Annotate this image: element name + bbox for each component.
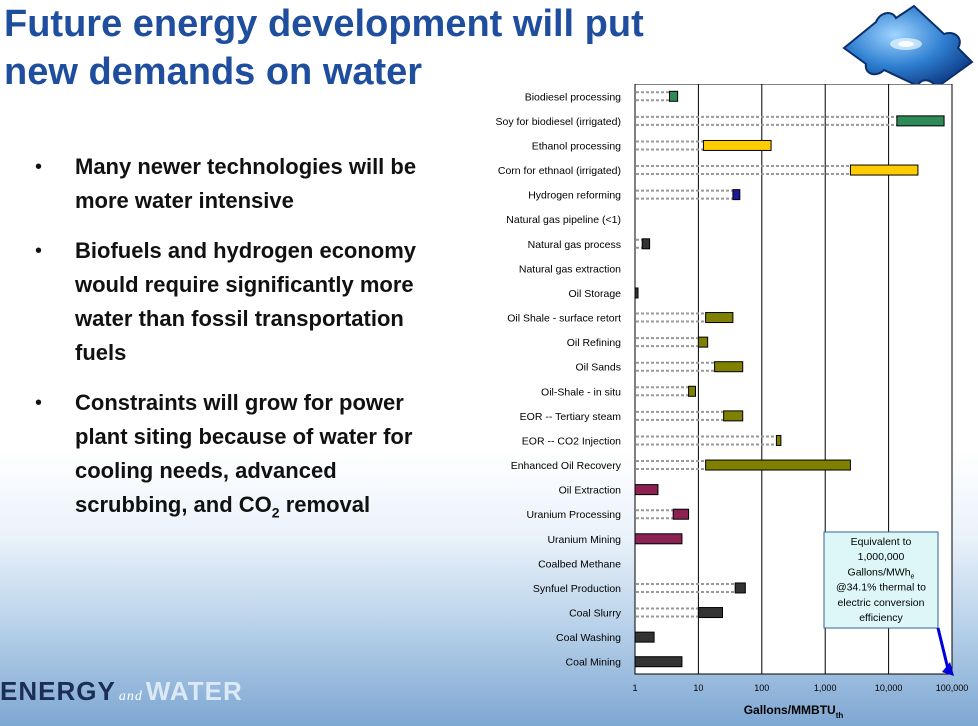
category-label: Oil Extraction <box>559 485 622 497</box>
x-tick-label: 100 <box>754 683 769 693</box>
category-label: Coal Slurry <box>569 608 622 620</box>
category-label: EOR -- CO2 Injection <box>522 435 621 447</box>
range-bar <box>634 656 683 668</box>
water-puzzle-logo-icon <box>842 4 974 90</box>
category-label: Natural gas pipeline (<1) <box>506 214 621 226</box>
range-bar <box>734 582 746 594</box>
category-label: Uranium Mining <box>547 534 621 546</box>
bullet-item: • Biofuels and hydrogen economy would re… <box>30 234 450 370</box>
range-bar <box>688 385 696 397</box>
bullet-text: Many newer technologies will be more wat… <box>75 154 417 213</box>
x-tick-label: 100,000 <box>936 683 969 693</box>
bullet-dot-icon: • <box>35 240 43 262</box>
annotation-text: efficiency <box>859 612 903 624</box>
category-label: Oil Refining <box>567 337 621 349</box>
range-bar <box>641 238 651 250</box>
range-bar <box>697 607 724 619</box>
range-bar <box>775 434 782 446</box>
annotation-subscript: e <box>911 573 915 580</box>
annotation-text: electric conversion <box>838 597 925 609</box>
annotation-text: Equivalent to <box>851 536 912 548</box>
category-label: Oil Sands <box>575 362 621 374</box>
category-label: Uranium Processing <box>526 509 621 521</box>
bullet-subscript: 2 <box>271 504 280 521</box>
category-label: EOR -- Tertiary steam <box>520 411 622 423</box>
annotation-text: 1,000,000 <box>858 551 905 563</box>
x-tick-label: 1 <box>632 683 637 693</box>
bullet-dot-icon: • <box>35 392 43 414</box>
bullet-item: • Constraints will grow for power plant … <box>30 386 450 529</box>
range-bar <box>697 336 709 348</box>
category-label: Oil Shale - surface retort <box>507 313 621 325</box>
annotation-text: Gallons/MWhe <box>848 566 915 580</box>
range-bar <box>634 631 655 643</box>
range-bar <box>672 508 690 520</box>
x-tick-label: 10 <box>693 683 703 693</box>
title-line-1: Future energy development will put <box>4 3 644 45</box>
logo-energy-text: ENERGY <box>0 676 116 706</box>
range-bar <box>849 164 919 176</box>
category-label: Oil-Shale - in situ <box>541 386 621 398</box>
range-bar <box>705 312 734 324</box>
category-label: Coal Washing <box>556 632 621 644</box>
category-label: Hydrogen reforming <box>528 190 621 202</box>
logo-and-text: and <box>118 689 143 704</box>
annotation-arrow-line <box>936 627 950 670</box>
bullet-item: • Many newer technologies will be more w… <box>30 150 450 218</box>
annotation-text: @34.1% thermal to <box>836 582 926 594</box>
annotation-arrow-head-icon <box>942 662 954 676</box>
range-bar <box>714 361 744 373</box>
slide-title: Future energy development will put new d… <box>4 0 644 96</box>
range-bar <box>896 115 945 127</box>
range-bar <box>634 484 659 496</box>
x-tick-label: 1,000 <box>814 683 837 693</box>
bullet-list: • Many newer technologies will be more w… <box>30 150 450 545</box>
bullet-text: Constraints will grow for power plant si… <box>75 390 413 521</box>
range-bar <box>634 533 683 545</box>
x-tick-label: 10,000 <box>875 683 903 693</box>
range-bar <box>668 90 679 102</box>
title-line-2: new demands on water <box>4 51 423 93</box>
annotation-box <box>823 531 939 629</box>
bullet-dot-icon: • <box>35 156 43 178</box>
category-label: Soy for biodiesel (irrigated) <box>496 116 621 128</box>
range-bar <box>732 189 741 201</box>
bullet-text-part: removal <box>279 492 371 517</box>
category-label: Coalbed Methane <box>538 558 621 570</box>
logo-water-text: WATER <box>145 676 243 706</box>
bullet-text-part: Constraints will grow for power plant si… <box>75 390 413 517</box>
category-label: Synfuel Production <box>533 583 621 595</box>
category-label: Corn for ethnaol (irrigated) <box>498 165 621 177</box>
water-use-chart: 1 10 100 1,000 10,000 100,000 Gallons/MMBTUth B… <box>496 84 969 720</box>
category-label: Biodiesel processing <box>525 91 621 103</box>
category-label: Ethanol processing <box>532 140 621 152</box>
range-bar <box>723 410 744 422</box>
category-label: Coal Mining <box>566 657 622 669</box>
category-label: Natural gas extraction <box>519 263 621 275</box>
range-bar <box>634 287 639 299</box>
energy-and-water-logo: ENERGY and WATER <box>0 676 243 707</box>
category-label: Enhanced Oil Recovery <box>511 460 622 472</box>
bullet-text: Biofuels and hydrogen economy would requ… <box>75 238 417 365</box>
range-bar <box>702 139 772 151</box>
category-label: Oil Storage <box>568 288 621 300</box>
category-label: Natural gas process <box>528 239 621 251</box>
x-axis-label: Gallons/MMBTUth <box>744 703 844 720</box>
x-axis-label-subscript: th <box>836 711 844 720</box>
range-bar <box>705 459 851 471</box>
